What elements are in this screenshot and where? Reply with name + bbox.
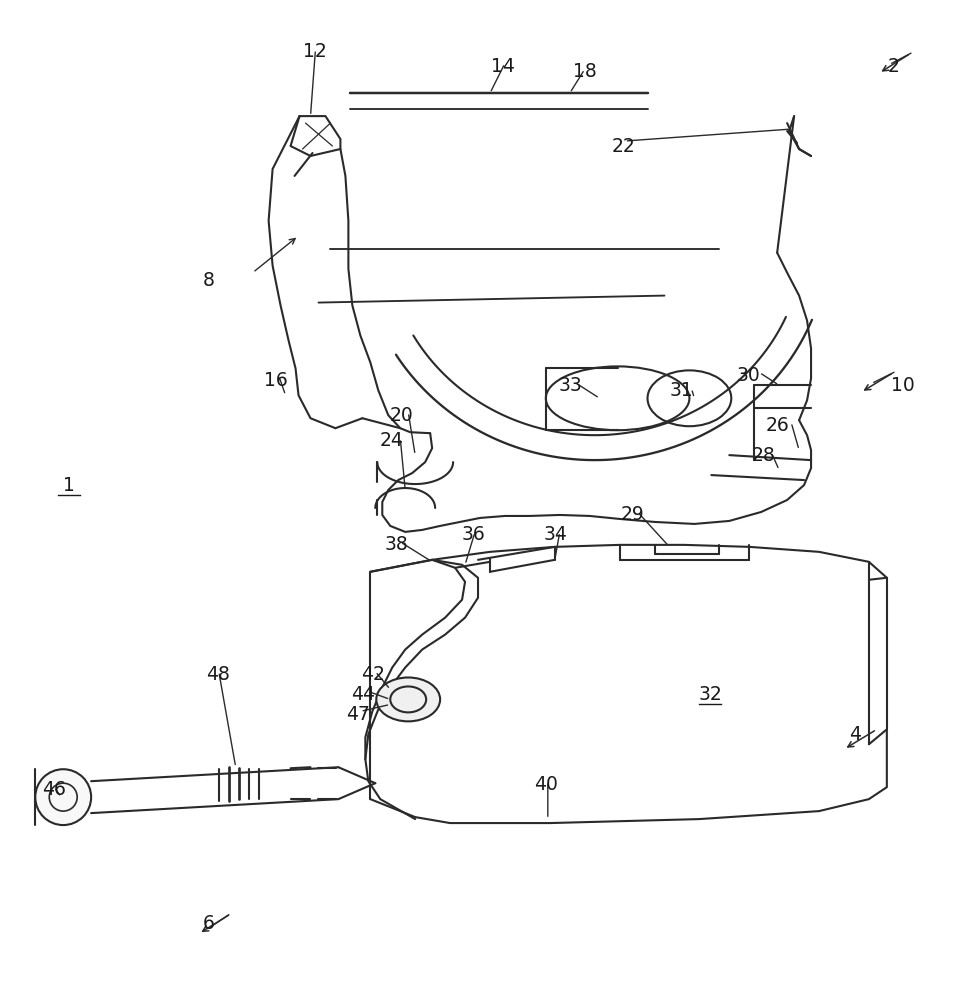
Ellipse shape <box>376 677 440 721</box>
Text: 29: 29 <box>621 505 645 524</box>
Text: 8: 8 <box>203 271 215 290</box>
Text: 48: 48 <box>206 665 230 684</box>
Text: 26: 26 <box>766 416 789 435</box>
Text: 28: 28 <box>751 446 775 465</box>
Text: 44: 44 <box>351 685 375 704</box>
Text: 2: 2 <box>888 57 899 76</box>
Text: 16: 16 <box>264 371 288 390</box>
Text: 24: 24 <box>380 431 404 450</box>
Text: 31: 31 <box>669 381 693 400</box>
Text: 10: 10 <box>891 376 915 395</box>
Text: 33: 33 <box>558 376 582 395</box>
Text: 30: 30 <box>737 366 760 385</box>
Text: 42: 42 <box>361 665 385 684</box>
Text: 1: 1 <box>63 476 74 495</box>
Text: 12: 12 <box>303 42 327 61</box>
Ellipse shape <box>35 769 91 825</box>
Text: 4: 4 <box>849 725 861 744</box>
Text: 14: 14 <box>491 57 514 76</box>
Text: 46: 46 <box>43 780 67 799</box>
Text: 34: 34 <box>543 525 568 544</box>
Text: 18: 18 <box>572 62 597 81</box>
Text: 40: 40 <box>534 775 558 794</box>
Text: 20: 20 <box>390 406 414 425</box>
Text: 38: 38 <box>385 535 409 554</box>
Text: 6: 6 <box>203 914 215 933</box>
Text: 32: 32 <box>698 685 722 704</box>
Text: 36: 36 <box>462 525 485 544</box>
Text: 22: 22 <box>611 137 635 156</box>
Text: 47: 47 <box>346 705 370 724</box>
